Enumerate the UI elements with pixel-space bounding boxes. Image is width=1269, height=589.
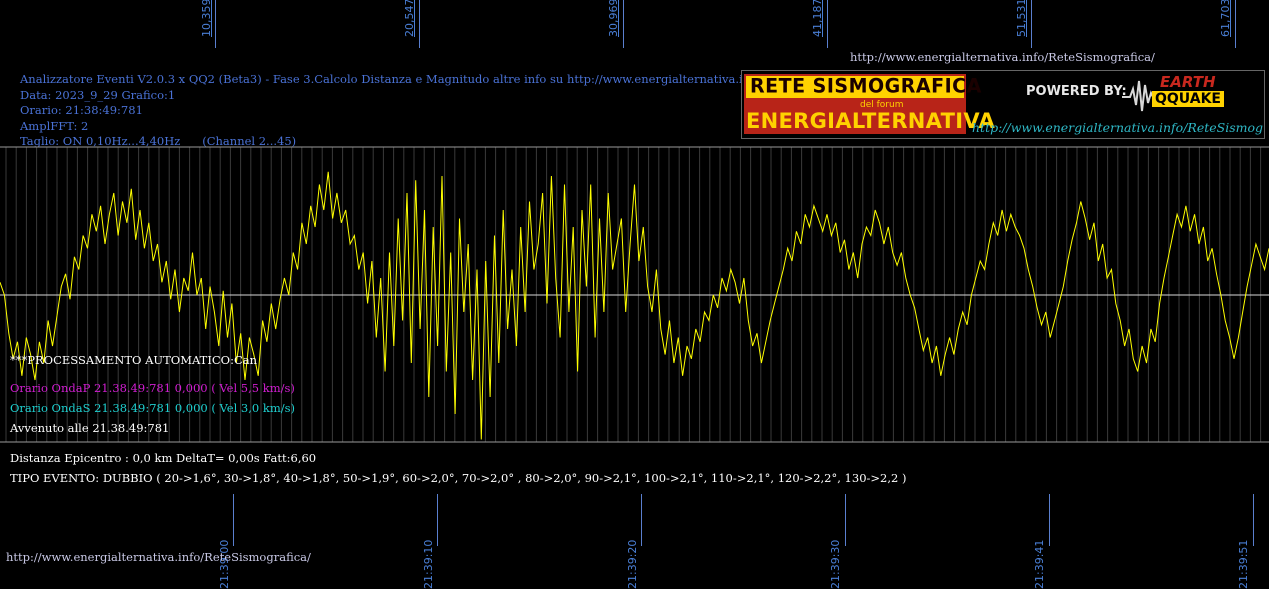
logo-url[interactable]: http://www.energialternativa.info/ReteSi… [972, 120, 1264, 135]
tipo-evento: TIPO EVENTO: DUBBIO ( 20->1,6°, 30->1,8°… [10, 471, 907, 485]
bottom-axis-label: 21:39:00 [218, 539, 231, 589]
info-line-taglio: Taglio: ON 0,10Hz...4,40Hz (Channel 2...… [20, 134, 297, 148]
top-url-link[interactable]: http://www.energialternativa.info/ReteSi… [850, 50, 1155, 64]
top-marker-line [1235, 0, 1236, 48]
rete-sismografica-logo: RETE SISMOGRAFICA del forum ENERGIALTERN… [741, 70, 1265, 139]
top-marker-line [827, 0, 828, 48]
seismic-trace-line [0, 171, 1269, 440]
bottom-marker-line [233, 494, 234, 546]
avvenuto-time: Avvenuto alle 21.38.49:781 [10, 421, 170, 435]
info-block: Analizzatore Eventi V2.0.3 x QQ2 (Beta3)… [20, 72, 820, 150]
logo-brand-earth: EARTH [1160, 73, 1216, 91]
bottom-marker-line [845, 494, 846, 546]
distanza-epicentro: Distanza Epicentro : 0,0 km DeltaT= 0,00… [10, 451, 317, 465]
bottom-marker-line [1049, 494, 1050, 546]
bottom-axis-label: 21:39:51 [1237, 539, 1250, 589]
bottom-axis-label: 21:39:30 [829, 539, 842, 589]
logo-brand-quake: QQUAKE [1152, 91, 1224, 107]
bottom-marker-line [641, 494, 642, 546]
onda-p-time: Orario OndaP 21.38.49:781 0,000 ( Vel 5,… [10, 381, 295, 395]
info-line-data: Data: 2023_9_29 Grafico:1 [20, 87, 176, 102]
processing-title: ***PROCESSAMENTO AUTOMATICO:Can [10, 353, 258, 367]
top-marker-line [1031, 0, 1032, 48]
bottom-axis-label: 21:39:41 [1033, 539, 1046, 589]
bottom-marker-line [437, 494, 438, 546]
info-line-title: Analizzatore Eventi V2.0.3 x QQ2 (Beta3)… [20, 72, 821, 86]
bottom-marker-line [1253, 494, 1254, 546]
logo-title: RETE SISMOGRAFICA [750, 74, 982, 98]
logo-forum-name: ENERGIALTERNATIVA [746, 109, 995, 133]
bottom-axis-label: 21:39:10 [422, 539, 435, 589]
logo-yellow-bar [746, 76, 964, 98]
logo-powered-by: POWERED BY: [1026, 84, 1127, 99]
info-line-orario: Orario: 21:38:49:781 [20, 103, 143, 117]
bottom-axis-label: 21:39:20 [626, 539, 639, 589]
top-marker-line [215, 0, 216, 48]
top-marker-line [419, 0, 420, 48]
logo-subtitle: del forum [860, 100, 904, 110]
onda-s-time: Orario OndaS 21.38.49:781 0,000 ( Vel 3,… [10, 401, 296, 415]
top-marker-line [623, 0, 624, 48]
info-line-amplfft: AmplFFT: 2 [20, 118, 89, 133]
footer-url-link[interactable]: http://www.energialternativa.info/ReteSi… [6, 550, 311, 564]
